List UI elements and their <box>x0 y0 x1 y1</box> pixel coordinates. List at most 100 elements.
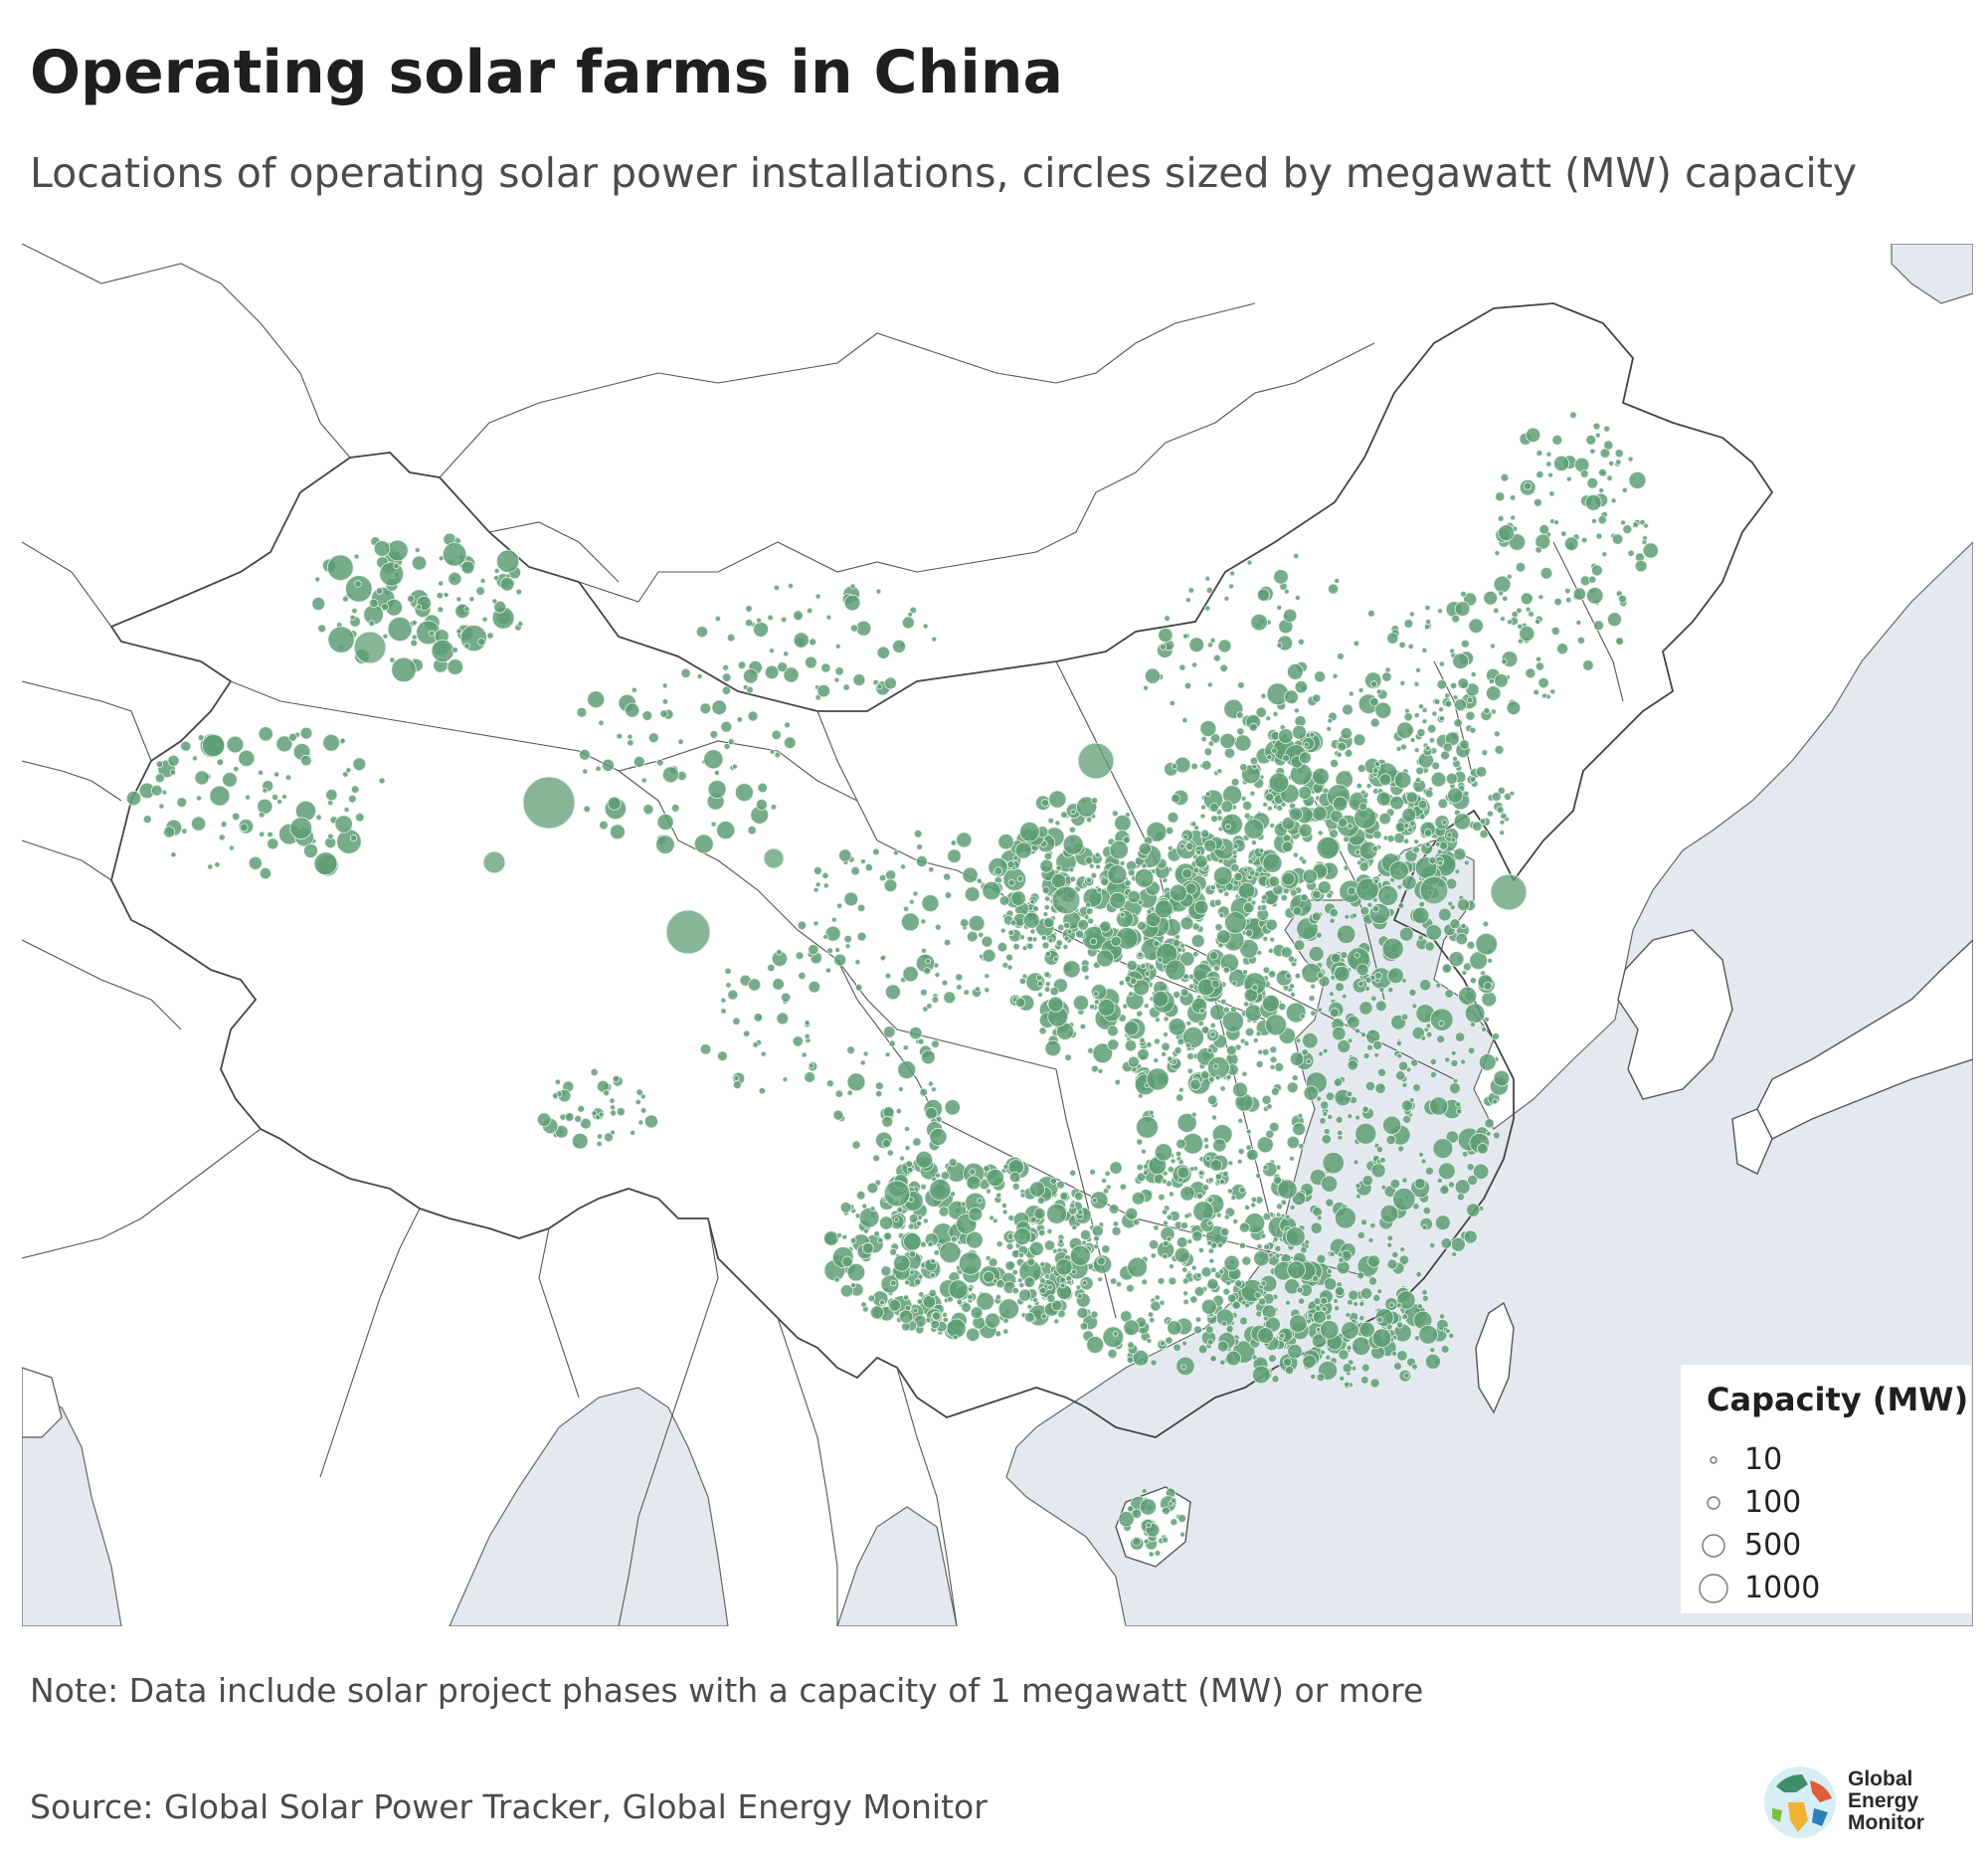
solar-farm-marker <box>1428 855 1437 865</box>
solar-farm-marker <box>1109 839 1129 860</box>
solar-farm-marker <box>248 855 263 870</box>
solar-farm-marker <box>378 777 386 785</box>
solar-farm-marker <box>925 1317 932 1324</box>
solar-farm-marker <box>1520 592 1534 606</box>
solar-farm-marker <box>1356 1271 1365 1280</box>
solar-farm-marker <box>863 1228 869 1234</box>
solar-farm-marker <box>477 638 486 647</box>
china-map[interactable] <box>22 244 1973 1626</box>
solar-farm-marker <box>745 605 753 613</box>
solar-farm-marker <box>1047 996 1064 1013</box>
solar-farm-marker <box>1449 1082 1461 1094</box>
solar-farm-marker <box>1426 724 1437 734</box>
solar-farm-marker <box>1375 791 1391 807</box>
solar-farm-marker <box>1397 902 1405 909</box>
solar-farm-marker <box>1290 992 1296 998</box>
solar-farm-marker <box>966 1175 982 1191</box>
solar-farm-marker <box>1291 1074 1299 1082</box>
solar-farm-marker <box>1266 754 1273 761</box>
solar-farm-marker <box>1191 661 1198 668</box>
solar-farm-marker <box>1163 1031 1169 1037</box>
solar-farm-marker <box>1019 1192 1026 1199</box>
solar-farm-marker <box>714 615 722 623</box>
solar-farm-marker <box>1257 1327 1274 1344</box>
solar-farm-marker <box>1262 802 1268 808</box>
solar-farm-marker <box>1483 590 1498 606</box>
solar-farm-marker <box>276 799 283 805</box>
solar-farm-marker <box>1230 1195 1237 1201</box>
solar-farm-marker <box>479 577 486 584</box>
solar-farm-marker <box>1337 1251 1344 1258</box>
logo-text: Global Energy Monitor <box>1848 1768 1924 1834</box>
solar-farm-marker <box>1286 1081 1299 1094</box>
solar-farm-marker <box>1262 1315 1269 1322</box>
solar-farm-marker <box>517 621 524 628</box>
solar-farm-marker <box>1046 1203 1068 1224</box>
solar-farm-marker <box>1262 1212 1271 1221</box>
solar-farm-marker <box>1538 523 1550 535</box>
solar-farm-marker <box>1238 1186 1246 1194</box>
solar-farm-marker <box>892 639 906 653</box>
solar-farm-marker <box>1317 1007 1323 1014</box>
solar-farm-marker <box>1022 911 1040 929</box>
solar-farm-marker <box>1376 1316 1383 1323</box>
solar-farm-marker <box>1348 1289 1359 1301</box>
solar-farm-marker <box>1329 829 1339 839</box>
solar-farm-marker <box>1367 1276 1378 1286</box>
solar-farm-marker <box>1280 801 1287 808</box>
solar-farm-marker <box>1355 1183 1361 1190</box>
solar-farm-marker <box>994 1330 1002 1338</box>
solar-farm-marker <box>1213 964 1221 972</box>
solar-farm-marker <box>1109 891 1127 909</box>
solar-farm-marker <box>1144 970 1151 977</box>
solar-farm-marker <box>856 931 867 942</box>
solar-farm-marker <box>922 623 929 630</box>
solar-farm-marker <box>347 794 357 804</box>
solar-farm-marker <box>850 865 860 876</box>
solar-farm-marker <box>1424 789 1434 799</box>
solar-farm-marker <box>1206 1339 1214 1346</box>
solar-farm-marker <box>1400 1099 1413 1112</box>
solar-farm-marker <box>1589 448 1595 455</box>
solar-farm-marker <box>1353 1301 1358 1307</box>
legend-circle-1000 <box>1699 1574 1728 1603</box>
solar-farm-marker <box>1289 1155 1295 1162</box>
solar-farm-marker <box>1069 1202 1076 1210</box>
solar-farm-marker <box>1353 640 1360 647</box>
solar-farm-marker <box>1163 1016 1170 1023</box>
solar-farm-marker <box>343 807 350 813</box>
solar-farm-marker <box>1333 1077 1344 1087</box>
solar-farm-marker <box>1146 1067 1170 1091</box>
arabian-sea <box>22 1397 122 1626</box>
solar-farm-marker <box>1249 790 1256 797</box>
solar-farm-marker-large <box>1419 875 1449 905</box>
solar-farm-marker <box>1415 1270 1422 1278</box>
solar-farm-marker <box>1622 524 1633 535</box>
solar-farm-marker <box>1000 1203 1007 1210</box>
solar-farm-marker <box>1268 1354 1277 1364</box>
solar-farm-marker <box>443 592 450 598</box>
gem-logo[interactable]: Global Energy Monitor <box>1762 1763 1971 1842</box>
solar-farm-marker <box>841 1255 853 1268</box>
solar-farm-marker <box>1127 1341 1135 1349</box>
solar-farm-marker <box>1026 1257 1035 1266</box>
solar-farm-marker <box>1553 597 1562 607</box>
solar-farm-marker <box>1273 569 1289 585</box>
solar-farm-marker <box>1029 928 1036 935</box>
solar-farm-marker <box>1157 956 1164 963</box>
solar-farm-marker <box>1535 661 1544 671</box>
solar-farm-marker <box>808 981 821 994</box>
solar-farm-marker <box>1340 727 1353 740</box>
solar-farm-marker <box>881 1115 894 1128</box>
solar-farm-marker <box>1079 1023 1087 1030</box>
solar-farm-marker <box>843 594 861 612</box>
solar-farm-marker <box>1010 890 1026 906</box>
map-area[interactable] <box>22 244 1973 1626</box>
solar-farm-marker <box>919 1087 928 1097</box>
solar-farm-marker <box>1265 1014 1287 1036</box>
solar-farm-marker <box>1360 1218 1368 1226</box>
solar-farm-marker <box>842 683 850 691</box>
solar-farm-marker <box>1536 655 1542 662</box>
solar-farm-marker <box>1212 1138 1227 1153</box>
solar-farm-marker <box>902 905 910 913</box>
